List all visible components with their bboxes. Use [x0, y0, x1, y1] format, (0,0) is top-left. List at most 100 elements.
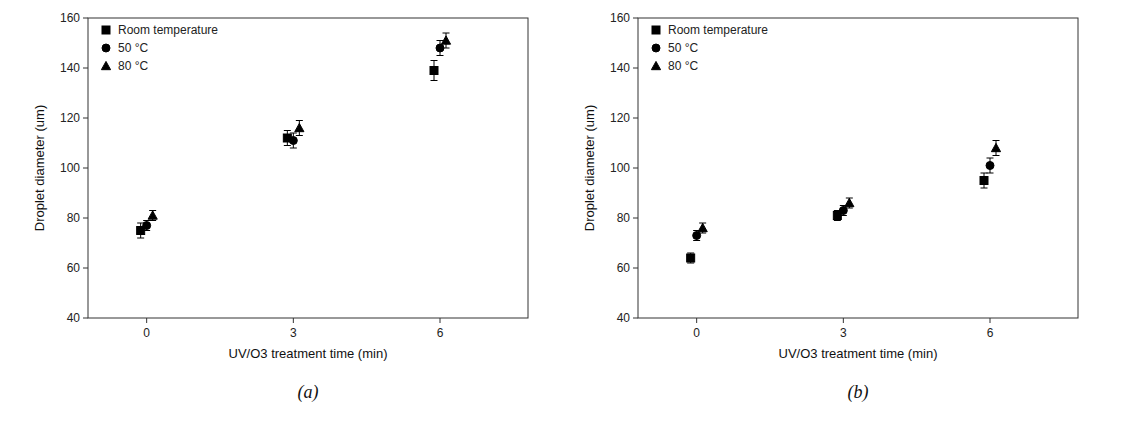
y-tick-label: 120 [60, 111, 80, 125]
y-tick-label: 60 [67, 261, 81, 275]
y-axis-label: Droplet diameter (um) [32, 105, 47, 231]
data-layer [687, 141, 1001, 264]
x-tick [990, 318, 991, 323]
error-bar [290, 133, 297, 148]
error-bar [143, 221, 150, 231]
error-cap [840, 215, 847, 216]
series [143, 41, 444, 231]
error-cap [699, 233, 706, 234]
point [289, 137, 297, 145]
error-cap [437, 55, 444, 56]
y-tick-label: 100 [60, 161, 80, 175]
y-tick-label: 140 [610, 61, 630, 75]
point [441, 36, 450, 44]
error-cap [443, 48, 450, 49]
x-tick-label: 3 [840, 326, 847, 340]
error-cap [137, 238, 144, 239]
point [986, 162, 994, 170]
legend-marker [102, 26, 110, 34]
y-tick [633, 268, 638, 269]
x-tick [843, 318, 844, 323]
legend-label: 50 °C [668, 41, 698, 55]
y-tick-label: 100 [610, 161, 630, 175]
error-cap [296, 120, 303, 121]
error-cap [687, 253, 694, 254]
error-cap [993, 155, 1000, 156]
y-tick [83, 268, 88, 269]
error-cap [284, 130, 291, 131]
legend-label: 50 °C [118, 41, 148, 55]
error-cap [431, 60, 438, 61]
legend-label: Room temperature [668, 23, 768, 37]
error-cap [834, 220, 841, 221]
legend: Room temperature50 °C80 °C [101, 23, 218, 73]
y-tick-label: 80 [67, 211, 81, 225]
point [430, 67, 438, 75]
y-tick [633, 318, 638, 319]
point [980, 177, 988, 185]
chart-canvas: 406080100120140160036UV/O3 treatment tim… [0, 0, 1126, 430]
legend: Room temperature 50 °C 80 °C [651, 23, 768, 73]
error-cap [296, 135, 303, 136]
y-tick [633, 218, 638, 219]
error-cap [687, 263, 694, 264]
series [687, 173, 988, 263]
data-layer [137, 33, 451, 238]
y-tick [633, 68, 638, 69]
y-tick [83, 118, 88, 119]
error-cap [987, 158, 994, 159]
point [143, 222, 151, 230]
x-tick [696, 318, 697, 323]
series [148, 33, 451, 221]
y-tick-label: 80 [617, 211, 631, 225]
x-tick-label: 3 [290, 326, 297, 340]
error-cap [284, 145, 291, 146]
y-tick [633, 18, 638, 19]
series [698, 141, 1001, 234]
legend-label: 80 °C [668, 59, 698, 73]
panel: 406080100120140160036UV/O3 treatment tim… [32, 11, 528, 403]
error-cap [693, 240, 700, 241]
y-tick-label: 120 [610, 111, 630, 125]
error-cap [846, 208, 853, 209]
error-cap [143, 220, 150, 221]
error-cap [981, 173, 988, 174]
panel-label: (a) [298, 382, 319, 403]
y-tick-label: 40 [67, 311, 81, 325]
y-tick [633, 168, 638, 169]
error-cap [149, 220, 156, 221]
point [687, 254, 695, 262]
plot-frame [88, 18, 528, 318]
x-tick-label: 6 [437, 326, 444, 340]
legend-marker [652, 44, 660, 52]
error-bar [987, 158, 994, 173]
legend-label: 80 °C [118, 59, 148, 73]
panel-label: (b) [848, 382, 869, 403]
y-tick-label: 40 [617, 311, 631, 325]
point [991, 143, 1000, 151]
error-bar [431, 61, 438, 81]
x-tick [293, 318, 294, 323]
y-tick [83, 168, 88, 169]
y-tick-label: 160 [610, 11, 630, 25]
error-cap [993, 140, 1000, 141]
error-bar [981, 173, 988, 188]
y-axis-label: Droplet diameter (um) [582, 105, 597, 231]
error-cap [431, 80, 438, 81]
y-tick-label: 60 [617, 261, 631, 275]
y-tick-label: 140 [60, 61, 80, 75]
error-cap [290, 133, 297, 134]
x-axis-label: UV/O3 treatment time (min) [779, 346, 938, 361]
x-tick [440, 318, 441, 323]
y-tick [83, 318, 88, 319]
error-cap [143, 230, 150, 231]
point [845, 198, 854, 206]
legend-marker [651, 61, 660, 69]
point [148, 211, 157, 219]
series [137, 61, 438, 239]
error-cap [981, 188, 988, 189]
error-cap [443, 33, 450, 34]
panel: 406080100120140160036UV/O3 treatment tim… [582, 11, 1078, 403]
error-cap [290, 148, 297, 149]
error-cap [437, 40, 444, 41]
